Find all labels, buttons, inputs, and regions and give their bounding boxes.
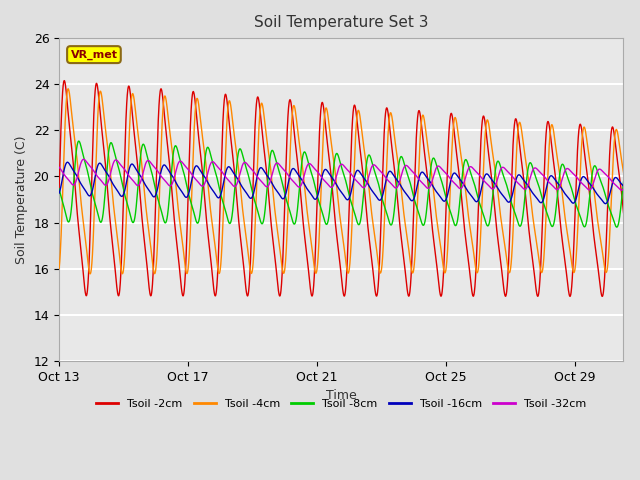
X-axis label: Time: Time xyxy=(326,389,356,402)
Text: VR_met: VR_met xyxy=(70,49,117,60)
Title: Soil Temperature Set 3: Soil Temperature Set 3 xyxy=(254,15,429,30)
Legend: Tsoil -2cm, Tsoil -4cm, Tsoil -8cm, Tsoil -16cm, Tsoil -32cm: Tsoil -2cm, Tsoil -4cm, Tsoil -8cm, Tsoi… xyxy=(92,395,591,413)
Y-axis label: Soil Temperature (C): Soil Temperature (C) xyxy=(15,135,28,264)
